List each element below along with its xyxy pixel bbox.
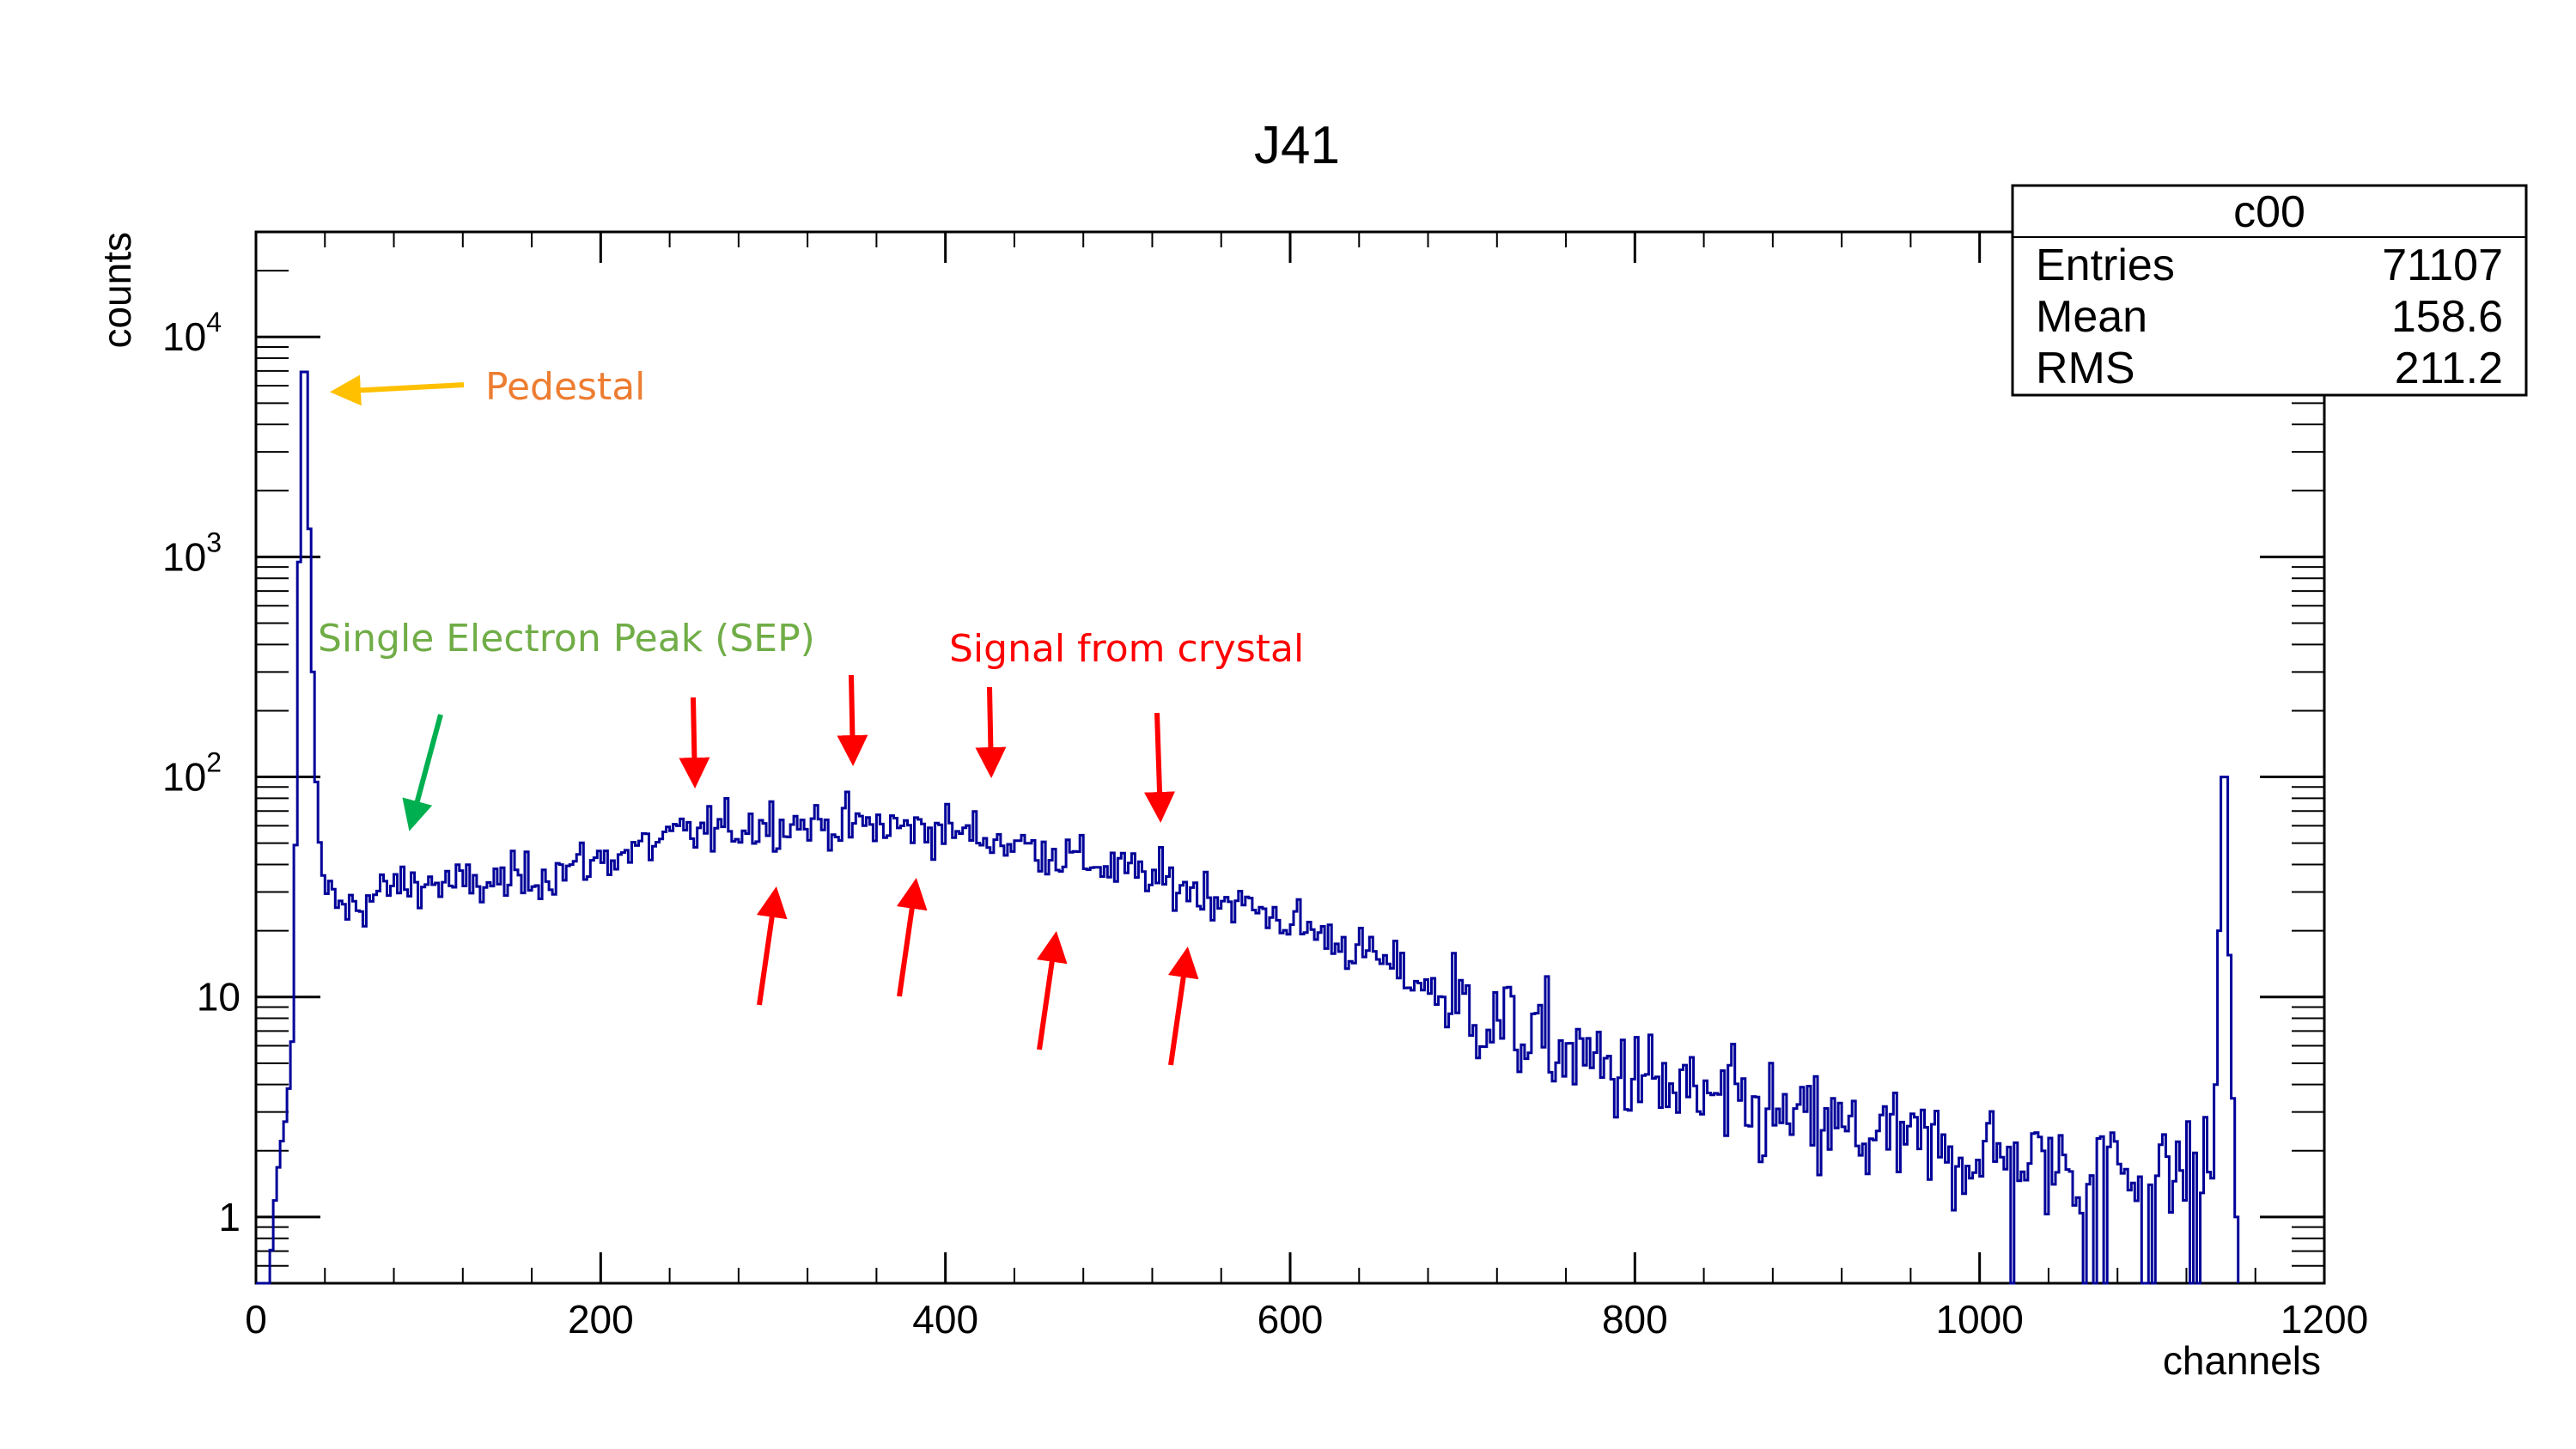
signal-arrow-down-1	[679, 697, 710, 788]
stats-mean-label: Mean	[2036, 292, 2147, 342]
y-tick-label: 1	[218, 1195, 241, 1239]
stats-box: c00 Entries 71107 Mean 158.6 RMS 211.2	[2011, 184, 2528, 397]
x-tick-label: 1000	[1935, 1297, 2023, 1342]
signal-arrow-up-1	[756, 886, 788, 1006]
y-tick-label-base: 1	[218, 1195, 241, 1239]
stats-rms-label: RMS	[2036, 344, 2135, 393]
y-tick-label: 104	[162, 307, 222, 359]
y-tick-label-base: 10	[162, 314, 206, 359]
signal-arrow-up-2	[896, 878, 928, 997]
y-tick-label: 102	[162, 747, 222, 800]
signal-arrow-up-4	[1167, 947, 1199, 1066]
pedestal-arrow	[330, 374, 465, 406]
x-tick-label: 1200	[2281, 1297, 2368, 1342]
x-axis-label: channels	[2163, 1338, 2321, 1383]
y-tick-label-exponent: 2	[206, 747, 222, 778]
x-tick-label: 0	[245, 1297, 267, 1342]
y-tick-label-exponent: 4	[206, 307, 222, 338]
chart-title: J41	[1254, 116, 1340, 175]
y-tick-label: 10	[197, 975, 241, 1020]
sep-arrow	[402, 714, 443, 831]
signal-arrow-down-3	[975, 686, 1007, 778]
y-tick-label-base: 10	[162, 534, 206, 579]
stats-entries-label: Entries	[2036, 240, 2175, 290]
x-tick-label: 800	[1602, 1297, 1668, 1342]
y-tick-label-exponent: 3	[206, 527, 222, 557]
y-tick-label-base: 10	[197, 975, 241, 1020]
annotation-sep: Single Electron Peak (SEP)	[318, 617, 815, 661]
signal-arrow-up-3	[1036, 931, 1068, 1050]
x-tick-label: 600	[1258, 1297, 1324, 1342]
stats-entries-value: 71107	[2382, 240, 2503, 290]
signal-arrow-down-4	[1144, 712, 1176, 823]
stats-box-frame	[2011, 184, 2528, 397]
x-tick-label: 200	[568, 1297, 634, 1342]
y-tick-label: 103	[162, 527, 222, 579]
x-tick-label: 400	[912, 1297, 978, 1342]
signal-arrow-down-2	[837, 674, 868, 766]
annotation-pedestal: Pedestal	[485, 365, 645, 409]
histogram-series-line	[256, 370, 2240, 1285]
y-tick-label-base: 10	[162, 755, 206, 800]
annotation-signal: Signal from crystal	[949, 627, 1304, 671]
stats-rms-value: 211.2	[2395, 344, 2503, 393]
y-axis-label: counts	[94, 232, 139, 349]
stats-mean-value: 158.6	[2391, 292, 2503, 342]
stats-box-name: c00	[2233, 187, 2305, 237]
x-axis-ticks: 0 200 400 600 800 1000 1200	[245, 232, 2368, 1342]
